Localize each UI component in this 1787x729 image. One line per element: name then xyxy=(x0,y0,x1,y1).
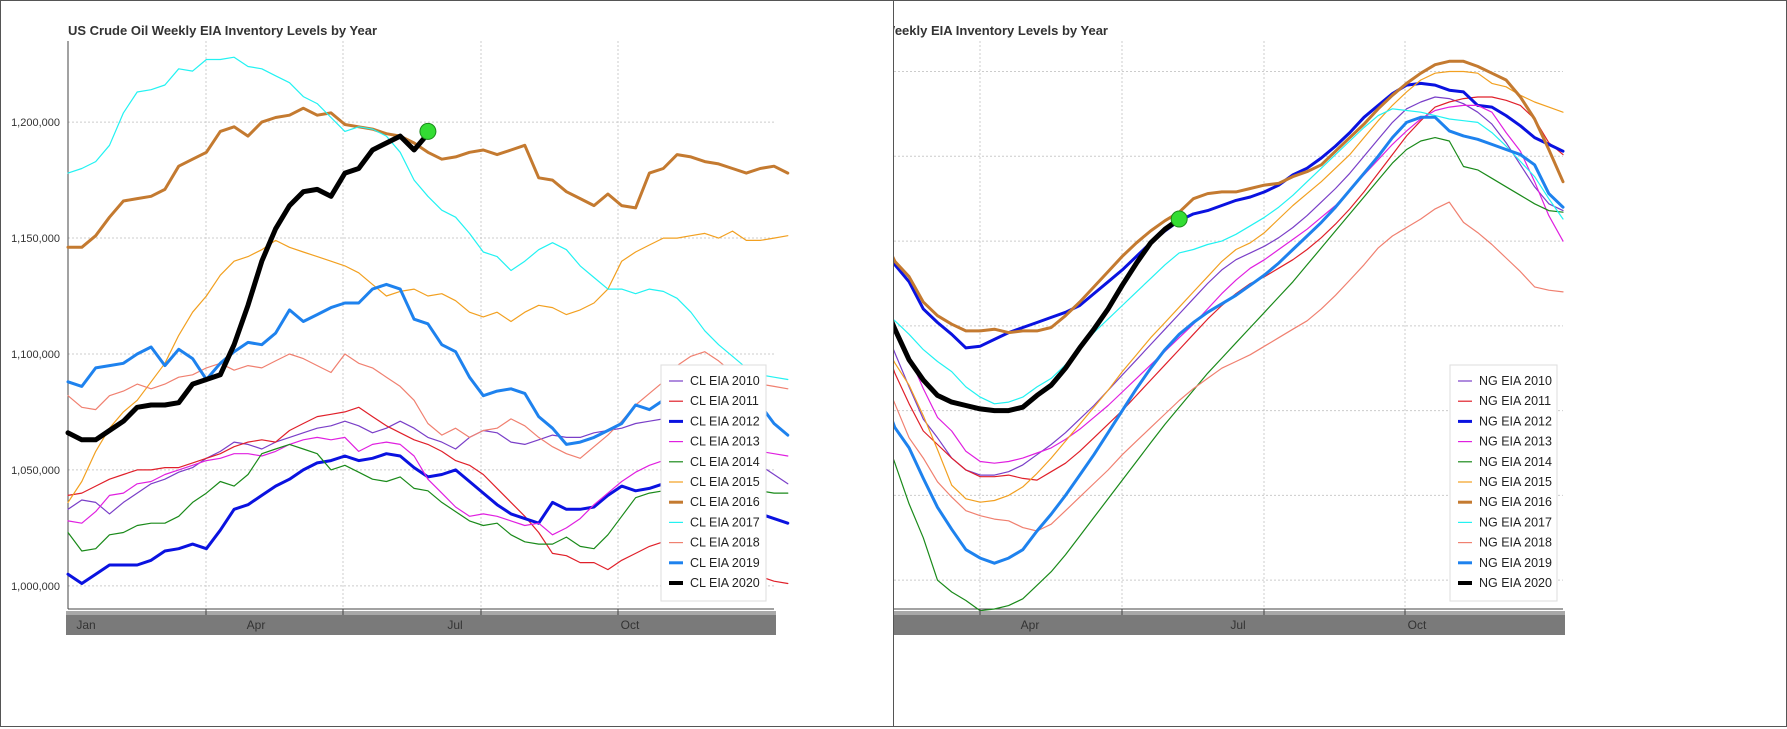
series-line-ng-eia-2015 xyxy=(894,70,1564,503)
legend-entry-label[interactable]: NG EIA 2010 xyxy=(1479,374,1552,388)
legend-entry-label[interactable]: CL EIA 2019 xyxy=(690,556,760,570)
series-line-cl-eia-2020 xyxy=(65,131,431,443)
series-line-ng-eia-2019 xyxy=(894,115,1565,565)
y-tick-label: 1,050,000 xyxy=(11,465,60,477)
y-tick-label: 1,000,000 xyxy=(11,581,60,593)
x-tick-label: Oct xyxy=(1408,618,1427,632)
x-tick-label: Apr xyxy=(1021,618,1040,632)
x-tick-label: Jul xyxy=(447,618,462,632)
crude-oil-chart: US Crude Oil Weekly EIA Inventory Levels… xyxy=(11,23,790,635)
legend-entry-label[interactable]: NG EIA 2020 xyxy=(1479,576,1552,590)
series-line-ng-eia-2011 xyxy=(894,96,1564,481)
navigator-highlight xyxy=(66,611,776,615)
legend-entry-label[interactable]: CL EIA 2014 xyxy=(690,455,760,469)
legend-entry-label[interactable]: CL EIA 2011 xyxy=(690,394,759,408)
y-tick-label: 1,100,000 xyxy=(11,349,60,361)
chart-title: US NG Weekly EIA Inventory Levels by Yea… xyxy=(894,23,1108,38)
series-line-ng-eia-2020 xyxy=(894,216,1182,414)
y-tick-label: 1,150,000 xyxy=(11,233,60,245)
x-tick-label: Jan xyxy=(76,618,95,632)
legend-entry-label[interactable]: NG EIA 2014 xyxy=(1479,455,1552,469)
navigator-highlight xyxy=(894,611,1565,615)
legend-entry-label[interactable]: CL EIA 2012 xyxy=(690,414,760,428)
legend-entry-label[interactable]: NG EIA 2016 xyxy=(1479,495,1552,509)
legend-entry-label[interactable]: CL EIA 2020 xyxy=(690,576,760,590)
y-tick-label: 1,200,000 xyxy=(11,117,60,129)
legend-entry-label[interactable]: CL EIA 2015 xyxy=(690,475,760,489)
legend-entry-label[interactable]: CL EIA 2013 xyxy=(690,435,760,449)
series-line-cl-eia-2015 xyxy=(67,230,789,503)
x-tick-label: Oct xyxy=(621,618,640,632)
series-line-ng-eia-2014 xyxy=(894,137,1564,612)
legend: CL EIA 2010 CL EIA 2011 CL EIA 2012 CL EIA … xyxy=(660,364,767,602)
series-line-ng-eia-2012 xyxy=(894,81,1565,350)
legend-entry-label[interactable]: NG EIA 2012 xyxy=(1479,414,1552,428)
natural-gas-chart: US NG Weekly EIA Inventory Levels by Yea… xyxy=(894,23,1565,635)
series-line-ng-eia-2018 xyxy=(894,201,1564,532)
legend-entry-label[interactable]: CL EIA 2018 xyxy=(690,536,760,550)
legend-entry-label[interactable]: CL EIA 2017 xyxy=(690,515,760,529)
legend-entry-label[interactable]: CL EIA 2016 xyxy=(690,495,760,509)
series-line-ng-eia-2016 xyxy=(894,59,1565,335)
chart-title: US Crude Oil Weekly EIA Inventory Levels… xyxy=(68,23,377,38)
legend-entry-label[interactable]: CL EIA 2010 xyxy=(690,374,760,388)
legend-entry-label[interactable]: NG EIA 2011 xyxy=(1479,394,1551,408)
latest-value-marker xyxy=(1170,210,1188,228)
legend-entry-label[interactable]: NG EIA 2019 xyxy=(1479,556,1552,570)
legend-entry-label[interactable]: NG EIA 2017 xyxy=(1479,515,1552,529)
legend-entry-label[interactable]: NG EIA 2013 xyxy=(1479,435,1552,449)
x-tick-label: Jul xyxy=(1230,618,1245,632)
series-line-cl-eia-2017 xyxy=(67,56,789,381)
legend-entry-label[interactable]: NG EIA 2018 xyxy=(1479,536,1552,550)
legend: NG EIA 2010 NG EIA 2011 NG EIA 2012 NG EIA … xyxy=(1449,364,1558,602)
natural-gas-chart-panel: US NG Weekly EIA Inventory Levels by Yea… xyxy=(893,0,1787,727)
legend-entry-label[interactable]: NG EIA 2015 xyxy=(1479,475,1552,489)
x-tick-label: Apr xyxy=(247,618,266,632)
latest-value-marker xyxy=(419,122,437,140)
crude-oil-chart-panel: US Crude Oil Weekly EIA Inventory Levels… xyxy=(0,0,894,727)
series-line-cl-eia-2016 xyxy=(66,106,790,249)
series-line-ng-eia-2017 xyxy=(894,108,1564,405)
